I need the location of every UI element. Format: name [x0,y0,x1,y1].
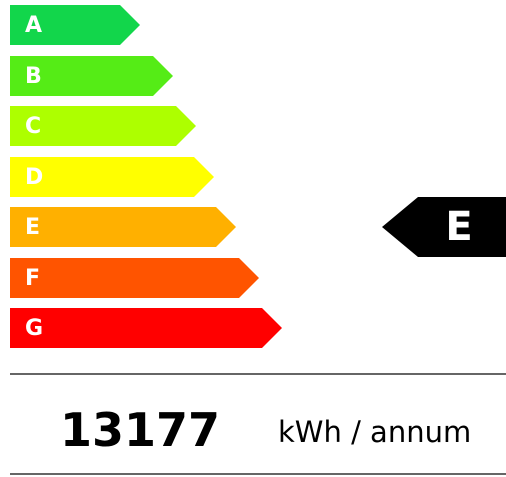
grade-letter: D [25,165,43,190]
rating-letter: E [445,204,472,250]
grade-bar [10,5,140,45]
consumption-value: 13177 [60,403,220,457]
grade-letter: E [25,215,40,240]
grade-bar [10,56,173,96]
grade-letter: C [25,114,41,139]
grade-bar [10,106,196,146]
grade-bar [10,207,236,247]
grade-bar [10,308,282,348]
rating-arrow [382,197,506,257]
grade-letter: A [25,13,42,38]
grade-letter: F [25,266,40,291]
grade-bar [10,157,214,197]
grade-bar [10,258,259,298]
grade-letter: B [25,64,42,89]
grade-letter: G [25,316,43,341]
consumption-unit: kWh / annum [278,415,471,449]
